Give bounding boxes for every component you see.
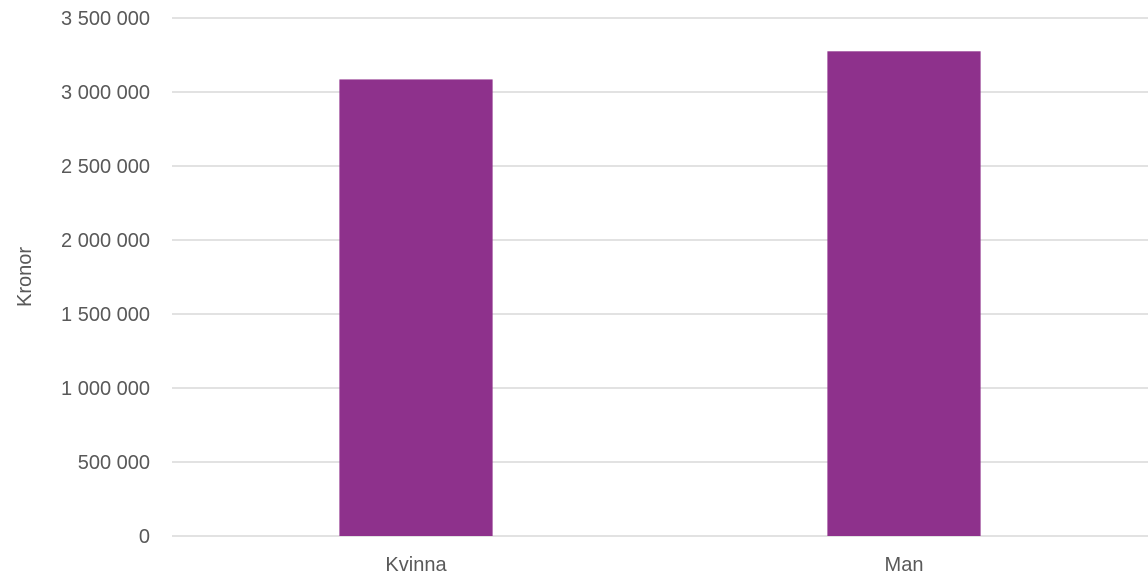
y-tick-label: 3 500 000 <box>61 8 150 30</box>
gridlines <box>172 17 1148 537</box>
y-tick-label: 1 500 000 <box>61 304 150 326</box>
x-tick-label: Man <box>885 554 924 576</box>
bars <box>339 51 981 537</box>
x-axis-ticks: Kvinna Man <box>385 554 923 576</box>
y-tick-label: 2 500 000 <box>61 156 150 178</box>
y-tick-label: 0 <box>139 526 150 548</box>
y-tick-label: 1 000 000 <box>61 378 150 400</box>
bar-man <box>827 51 981 537</box>
y-axis-ticks: 0 500 000 1 000 000 1 500 000 2 000 000 2 500… <box>61 8 150 548</box>
x-tick-label: Kvinna <box>385 554 447 576</box>
y-axis-title: Kronor <box>14 247 36 307</box>
y-tick-label: 3 000 000 <box>61 82 150 104</box>
y-tick-label: 2 000 000 <box>61 230 150 252</box>
bar-kvinna <box>339 79 493 537</box>
y-tick-label: 500 000 <box>78 452 150 474</box>
